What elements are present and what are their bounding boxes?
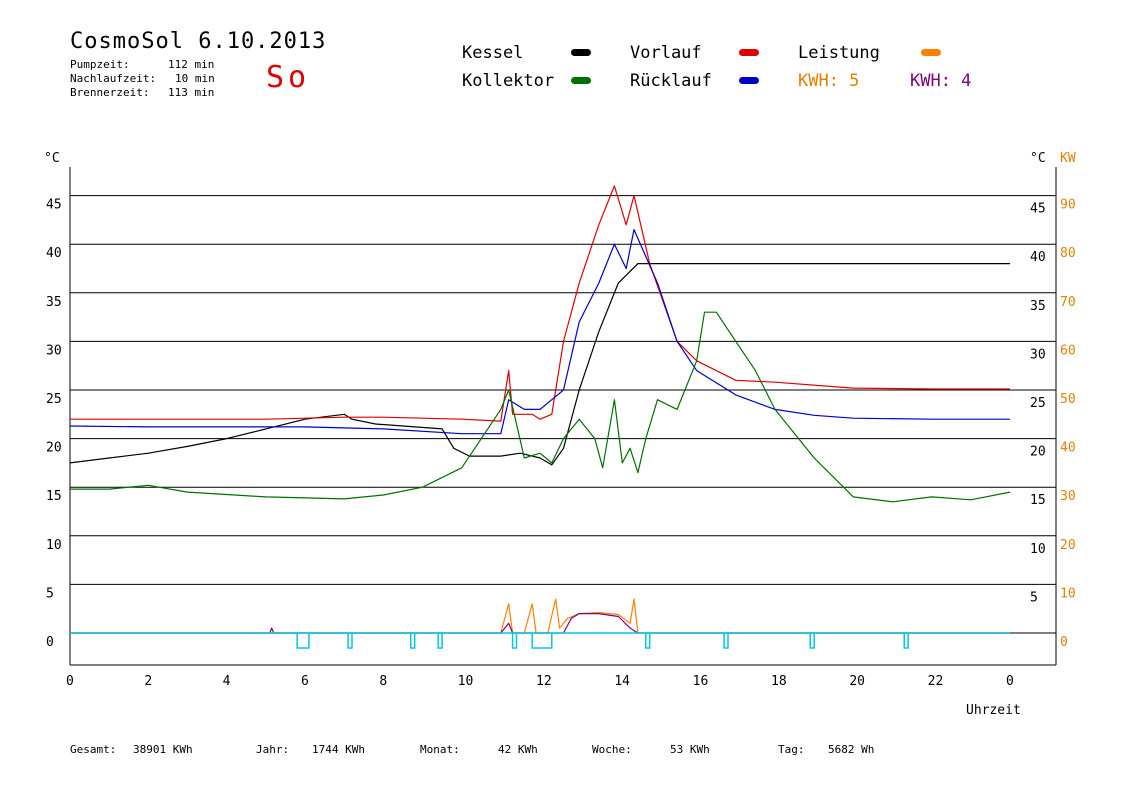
footer-gesamt-value: 38901 KWh (133, 743, 193, 756)
y-tick-right-kw: 0 (1060, 635, 1068, 650)
y-tick-right-c: 5 (1030, 590, 1038, 605)
y-tick-left: 30 (46, 343, 62, 358)
pump-pulse (903, 633, 909, 649)
x-tick: 20 (849, 674, 865, 689)
pump-pulse (809, 633, 815, 649)
footer-tag-label: Tag: (778, 743, 805, 756)
pump-pulse (347, 633, 353, 649)
pump-pulse (410, 633, 416, 649)
footer-woche-value: 53 KWh (670, 743, 710, 756)
pump-pulse (645, 633, 651, 649)
y-tick-left: 45 (46, 198, 62, 213)
pump-pulse (723, 633, 729, 649)
y-tick-left: 0 (46, 635, 54, 650)
x-tick: 0 (1006, 674, 1014, 689)
legend-leistung-swatch (921, 49, 941, 56)
y-tick-right-kw: 60 (1060, 343, 1076, 358)
y-tick-left: 5 (46, 586, 54, 601)
y-tick-right-c: 45 (1030, 202, 1046, 217)
y-tick-right-c: 40 (1030, 250, 1046, 265)
y-tick-left: 35 (46, 295, 62, 310)
y-tick-right-c: 15 (1030, 493, 1046, 508)
legend-vorlauf-swatch (739, 49, 759, 56)
series-vorlauf-line (70, 185, 1010, 422)
footer-gesamt-label: Gesamt: (70, 743, 117, 756)
x-tick: 2 (144, 674, 152, 689)
x-axis-label: Uhrzeit (966, 703, 1021, 718)
x-tick: 18 (771, 674, 787, 689)
x-tick: 16 (693, 674, 709, 689)
stat-brennerzeit: Brennerzeit: (70, 86, 149, 99)
x-tick: 0 (66, 674, 74, 689)
y-tick-right-kw: 10 (1060, 586, 1076, 601)
legend-kollektor-label: Kollektor (462, 71, 555, 91)
y-tick-right-kw: 30 (1060, 489, 1076, 504)
legend-kessel-swatch (571, 49, 591, 56)
y-tick-right-kw: 40 (1060, 441, 1076, 456)
y-tick-right-kw: 80 (1060, 246, 1076, 261)
y-tick-left: 10 (46, 538, 62, 553)
x-tick: 12 (536, 674, 552, 689)
series-ruecklauf-line (69, 229, 1010, 435)
y-tick-right-c: 25 (1030, 396, 1046, 411)
x-tick: 14 (614, 674, 630, 689)
stat-label: Pumpzeit: (70, 58, 130, 71)
pump-pulse (511, 633, 518, 649)
x-tick: 6 (301, 674, 309, 689)
pump-pulse (437, 633, 443, 649)
pump-pulse (531, 633, 553, 649)
x-tick: 22 (928, 674, 944, 689)
x-tick: 8 (379, 674, 387, 689)
stat-label: Nachlaufzeit: (70, 72, 157, 85)
footer-monat-value: 42 KWh (498, 743, 538, 756)
y-tick-right-c: 10 (1030, 542, 1046, 557)
legend-ruecklauf-swatch (739, 77, 759, 84)
pump-pulse (296, 633, 310, 649)
legend-kollektor-swatch (571, 77, 591, 84)
legend-vorlauf-label: Vorlauf (630, 43, 702, 63)
legend-kwh2: KWH: 4 (910, 71, 972, 91)
footer-tag-value: 5682 Wh (828, 743, 875, 756)
stat-value: 10 min (175, 72, 215, 85)
footer-jahr-label: Jahr: (256, 743, 290, 756)
y-tick-right-c: 35 (1030, 299, 1046, 314)
footer-jahr-value: 1744 KWh (312, 743, 365, 756)
y-tick-right-kw: 50 (1060, 392, 1076, 407)
footer-woche-label: Woche: (592, 743, 632, 756)
y-tick-right-kw: 70 (1060, 295, 1076, 310)
stat-nachlaufzeit: Nachlaufzeit: (70, 72, 156, 85)
x-tick: 4 (223, 674, 231, 689)
y-tick-right-kw: 90 (1060, 198, 1076, 213)
legend-ruecklauf-label: Rücklauf (630, 71, 712, 91)
y-axis-label-left: °C (44, 151, 60, 166)
legend-kessel-label: Kessel (462, 43, 524, 63)
y-tick-left: 40 (46, 246, 62, 261)
y-tick-left: 15 (46, 489, 62, 504)
weekday-label: So (266, 60, 311, 95)
series-leistung-line (70, 598, 1010, 634)
stat-pumpzeit: Pumpzeit: (70, 58, 130, 71)
series-kwh2-line (70, 612, 1010, 634)
y-axis-label-right-c: °C (1030, 151, 1046, 166)
y-tick-left: 20 (46, 441, 62, 456)
y-tick-right-c: 30 (1030, 347, 1046, 362)
stat-label: Brennerzeit: (70, 86, 150, 99)
legend-leistung-label: Leistung (798, 43, 880, 63)
footer-monat-label: Monat: (420, 743, 460, 756)
page-title: CosmoSol 6.10.2013 (70, 29, 327, 54)
series-kessel-line (69, 263, 1010, 466)
y-tick-right-c: 20 (1030, 445, 1046, 460)
stat-value: 113 min (168, 86, 215, 99)
legend-kwh1: KWH: 5 (798, 71, 860, 91)
x-tick: 10 (458, 674, 474, 689)
y-axis-label-right-kw: KW (1060, 151, 1076, 166)
y-tick-left: 25 (46, 392, 62, 407)
series-kollektor-line (70, 311, 1011, 503)
y-tick-right-kw: 20 (1060, 538, 1076, 553)
stat-value: 112 min (168, 58, 215, 71)
